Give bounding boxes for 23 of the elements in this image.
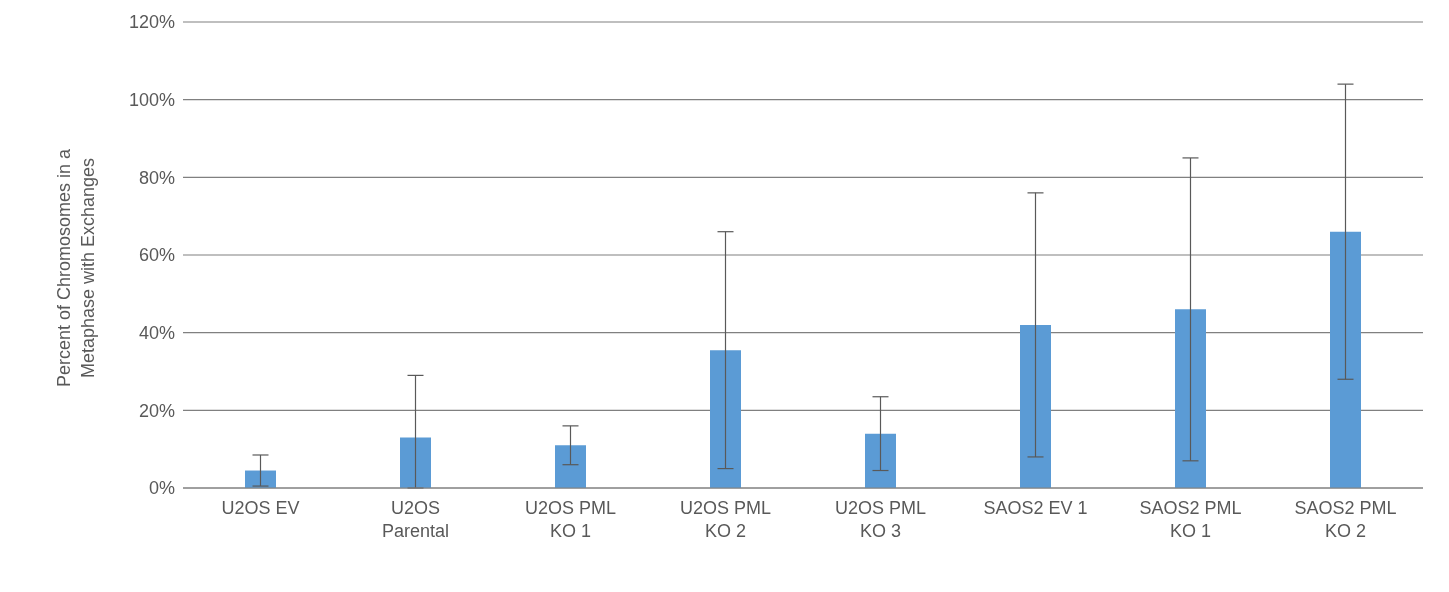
y-tick-label: 20%	[138, 400, 175, 421]
bar	[1020, 324, 1051, 488]
bar	[1330, 231, 1361, 488]
y-tick-label: 60%	[138, 245, 175, 266]
bar	[865, 433, 896, 488]
x-tick-label: U2OS PML KO 3	[834, 498, 927, 541]
y-tick-label: 80%	[138, 167, 175, 188]
x-tick-label: SAOS2 EV 1	[983, 498, 1088, 518]
y-tick-label: 100%	[128, 90, 175, 111]
y-tick-label: 0%	[148, 478, 175, 499]
x-tick-label: U2OS PML KO 1	[524, 498, 617, 541]
bar	[710, 350, 741, 488]
x-tick-label: SAOS2 PML KO 2	[1294, 498, 1397, 541]
bar	[1175, 309, 1206, 488]
y-axis-title: Percent of Chromosomes in a Metaphase with Exchanges	[54, 147, 98, 388]
x-tick-label: SAOS2 PML KO 1	[1139, 498, 1242, 541]
bar	[555, 445, 586, 488]
x-tick-label: U2OS PML KO 2	[679, 498, 772, 541]
y-tick-label: 40%	[138, 323, 175, 344]
x-tick-label: U2OS Parental	[381, 498, 450, 541]
x-tick-label: U2OS EV	[221, 498, 300, 518]
y-tick-label: 120%	[128, 12, 175, 33]
bar	[400, 437, 431, 488]
